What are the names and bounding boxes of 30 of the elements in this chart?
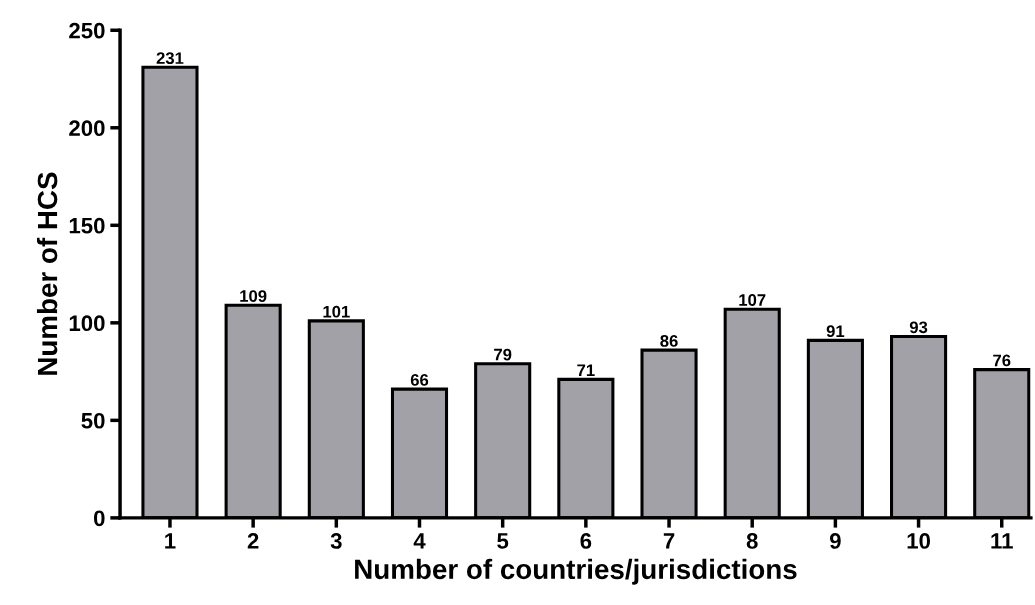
- data-label: 76: [993, 354, 1011, 367]
- y-tick-label: 0: [94, 510, 105, 527]
- data-label: 66: [410, 374, 429, 386]
- x-tick-label: 5: [497, 533, 509, 549]
- y-tick-label: 150: [69, 217, 105, 234]
- x-tick-label: 9: [829, 533, 841, 549]
- x-tick-label: 6: [580, 533, 592, 549]
- data-label: 79: [494, 348, 512, 361]
- y-tick-label: 50: [81, 412, 105, 429]
- y-tick-label: 100: [69, 315, 105, 332]
- data-label: 71: [577, 364, 595, 376]
- data-label: 91: [826, 325, 845, 338]
- x-tick-label: 11: [991, 533, 1013, 549]
- x-tick-label: 8: [746, 533, 758, 549]
- y-tick-label: 250: [69, 22, 105, 39]
- x-axis-title: Number of countries/jurisdictions: [355, 558, 797, 585]
- x-tick-label: 10: [907, 533, 931, 549]
- data-label: 109: [240, 290, 267, 302]
- y-tick-label: 200: [69, 120, 105, 137]
- x-tick-label: 4: [413, 533, 426, 549]
- y-axis-title: Number of HCS: [36, 172, 58, 375]
- x-tick-label: 1: [165, 533, 176, 549]
- x-tick-label: 7: [663, 533, 675, 549]
- data-label: 93: [909, 321, 928, 334]
- data-label: 231: [156, 52, 184, 65]
- data-label: 101: [323, 305, 350, 318]
- data-label: 107: [739, 294, 766, 306]
- x-tick-label: 3: [330, 533, 342, 549]
- x-tick-label: 2: [247, 533, 259, 549]
- data-label: 86: [660, 335, 678, 347]
